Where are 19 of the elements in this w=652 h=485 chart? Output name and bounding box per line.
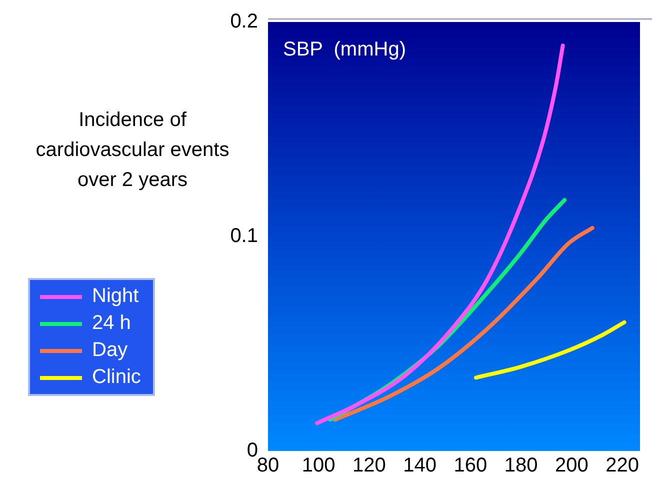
legend-label: Night — [92, 284, 139, 309]
y-tick-label: 0.2 — [230, 10, 258, 33]
x-tick-label: 100 — [302, 454, 336, 477]
legend-label: Clinic — [92, 365, 141, 390]
x-tick-label: 140 — [403, 454, 437, 477]
line-series — [474, 320, 626, 380]
x-tick-label: 120 — [352, 454, 386, 477]
y-tick-label: 0.1 — [230, 225, 258, 248]
x-tick-label: 180 — [504, 454, 538, 477]
legend-label: Day — [92, 338, 128, 363]
x-tick-label: 160 — [454, 454, 488, 477]
x-tick-label: 200 — [554, 454, 588, 477]
y-axis-title: Incidence of cardiovascular events over 2 years — [34, 108, 230, 193]
x-tick-label: 80 — [256, 454, 280, 477]
line-series — [333, 226, 594, 422]
x-tick-label: 220 — [606, 454, 639, 477]
legend-label: 24 h — [92, 311, 131, 336]
y-tick-label: 0 — [246, 440, 258, 462]
x-axis-title: SBP (mmHg) — [283, 38, 406, 61]
